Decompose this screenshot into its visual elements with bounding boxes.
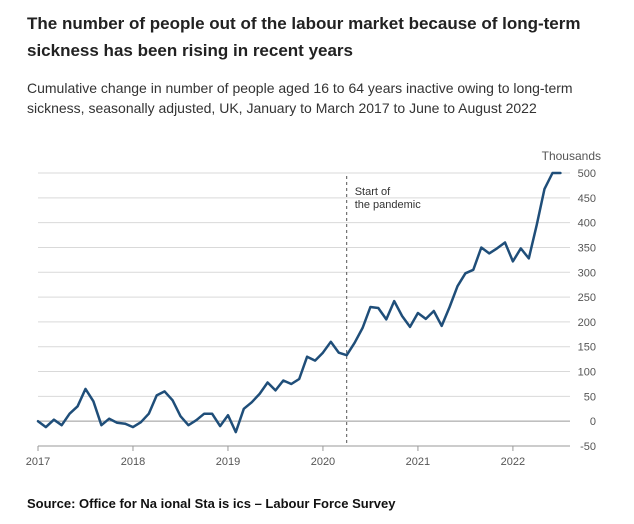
pandemic-annotation-text: the pandemic <box>355 199 422 211</box>
pandemic-annotation-text: Start of <box>355 186 391 198</box>
y-tick-label: 0 <box>590 416 596 428</box>
y-tick-label: -50 <box>580 441 596 453</box>
y-units-label: Thousands <box>541 149 601 163</box>
x-tick-label: 2018 <box>121 456 145 468</box>
x-tick-label: 2021 <box>406 456 430 468</box>
y-tick-label: 500 <box>578 168 596 180</box>
y-tick-label: 50 <box>584 391 596 403</box>
y-axis-ticks: -50 0 50 100 150 200 250 300 350 400 450 500 <box>578 168 596 453</box>
y-tick-label: 200 <box>578 317 596 329</box>
chart-subtitle: Cumulative change in number of people ag… <box>27 80 573 116</box>
y-tick-label: 250 <box>578 292 596 304</box>
x-axis: 2017 2018 2019 2020 2021 2022 <box>26 445 570 468</box>
x-tick-label: 2017 <box>26 456 50 468</box>
source-note: Source: Office for Na ional Sta is ics –… <box>27 496 396 511</box>
y-tick-label: 400 <box>578 218 596 230</box>
chart-title: The number of people out of the labour m… <box>27 14 581 60</box>
x-tick-label: 2020 <box>311 456 335 468</box>
y-tick-label: 450 <box>578 193 596 205</box>
y-tick-label: 300 <box>578 267 596 279</box>
x-tick-label: 2019 <box>216 456 240 468</box>
y-tick-label: 100 <box>578 367 596 379</box>
y-tick-label: 350 <box>578 242 596 254</box>
y-tick-label: 150 <box>578 342 596 354</box>
series-lines <box>36 171 562 434</box>
gridlines <box>38 172 570 447</box>
x-tick-label: 2022 <box>501 456 525 468</box>
series-line-0 <box>36 171 562 434</box>
